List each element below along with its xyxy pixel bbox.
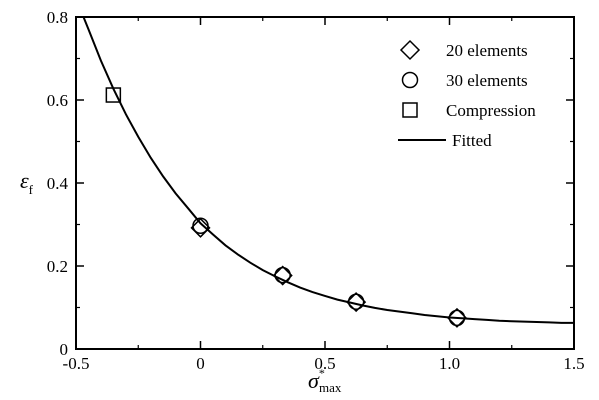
data-markers (105, 87, 468, 328)
diamond-point (446, 307, 468, 328)
x-axis-label-sub: max (319, 380, 342, 395)
legend-label: Fitted (452, 131, 492, 150)
fitted-curve-layer (82, 16, 574, 324)
square-point (105, 87, 122, 103)
legend-square-marker (402, 102, 418, 118)
y-tick-label: 0 (60, 340, 69, 359)
y-tick-label: 0.6 (47, 91, 68, 110)
tick-labels: -0.5 0 0.5 1.0 1.500.20.40.60.8 (47, 8, 585, 373)
legend-label: Compression (446, 101, 536, 120)
circle-point (274, 266, 291, 284)
diamond-point (190, 217, 211, 238)
x-axis-label-sup: * (319, 366, 325, 380)
fitted-curve (82, 16, 574, 324)
circle-point (192, 217, 209, 234)
diamond-point (272, 265, 293, 286)
circle-point (347, 293, 365, 310)
legend-label: 30 elements (446, 71, 528, 90)
diamond-point (346, 292, 367, 313)
x-tick-label: 0 (196, 354, 205, 373)
legend-diamond-marker (399, 39, 421, 61)
x-tick-label: 1.5 (563, 354, 584, 373)
y-tick-label: 0.2 (47, 257, 68, 276)
x-tick-label: 0.5 (314, 354, 335, 373)
x-axis-label-main: σ (308, 368, 320, 393)
axis-ticks (75, 16, 575, 350)
legend-circle-marker (401, 71, 419, 89)
y-axis-label-sub: f (29, 182, 34, 197)
legend-label: 20 elements (446, 41, 528, 60)
y-axis-label: εf (20, 168, 34, 197)
x-tick-label: 1.0 (439, 354, 460, 373)
y-axis-label-main: ε (20, 168, 29, 193)
plot-frame (75, 16, 575, 350)
x-tick-label: -0.5 (63, 354, 90, 373)
y-tick-label: 0.8 (47, 8, 68, 27)
x-axis-label: σ* max (308, 366, 342, 395)
circle-point (448, 309, 466, 327)
y-tick-label: 0.4 (47, 174, 69, 193)
legend: 20 elements 30 elements Compression Fitted (398, 39, 536, 150)
